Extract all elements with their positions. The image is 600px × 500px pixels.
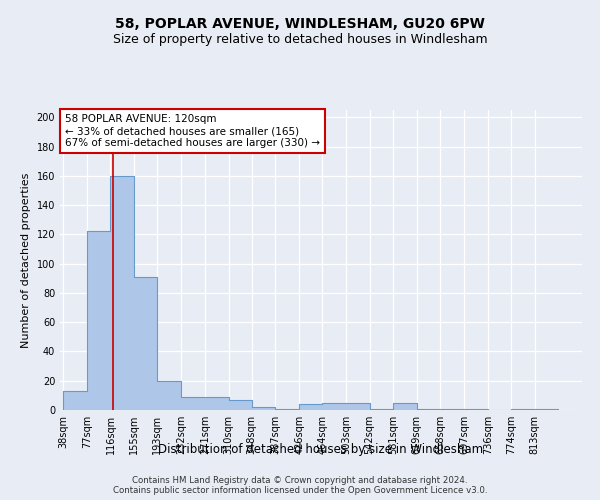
- Y-axis label: Number of detached properties: Number of detached properties: [21, 172, 31, 348]
- Text: 58 POPLAR AVENUE: 120sqm
← 33% of detached houses are smaller (165)
67% of semi-: 58 POPLAR AVENUE: 120sqm ← 33% of detach…: [65, 114, 320, 148]
- Text: Contains HM Land Registry data © Crown copyright and database right 2024.
Contai: Contains HM Land Registry data © Crown c…: [113, 476, 487, 495]
- Text: 58, POPLAR AVENUE, WINDLESHAM, GU20 6PW: 58, POPLAR AVENUE, WINDLESHAM, GU20 6PW: [115, 18, 485, 32]
- Text: Distribution of detached houses by size in Windlesham: Distribution of detached houses by size …: [158, 442, 484, 456]
- Text: Size of property relative to detached houses in Windlesham: Size of property relative to detached ho…: [113, 32, 487, 46]
